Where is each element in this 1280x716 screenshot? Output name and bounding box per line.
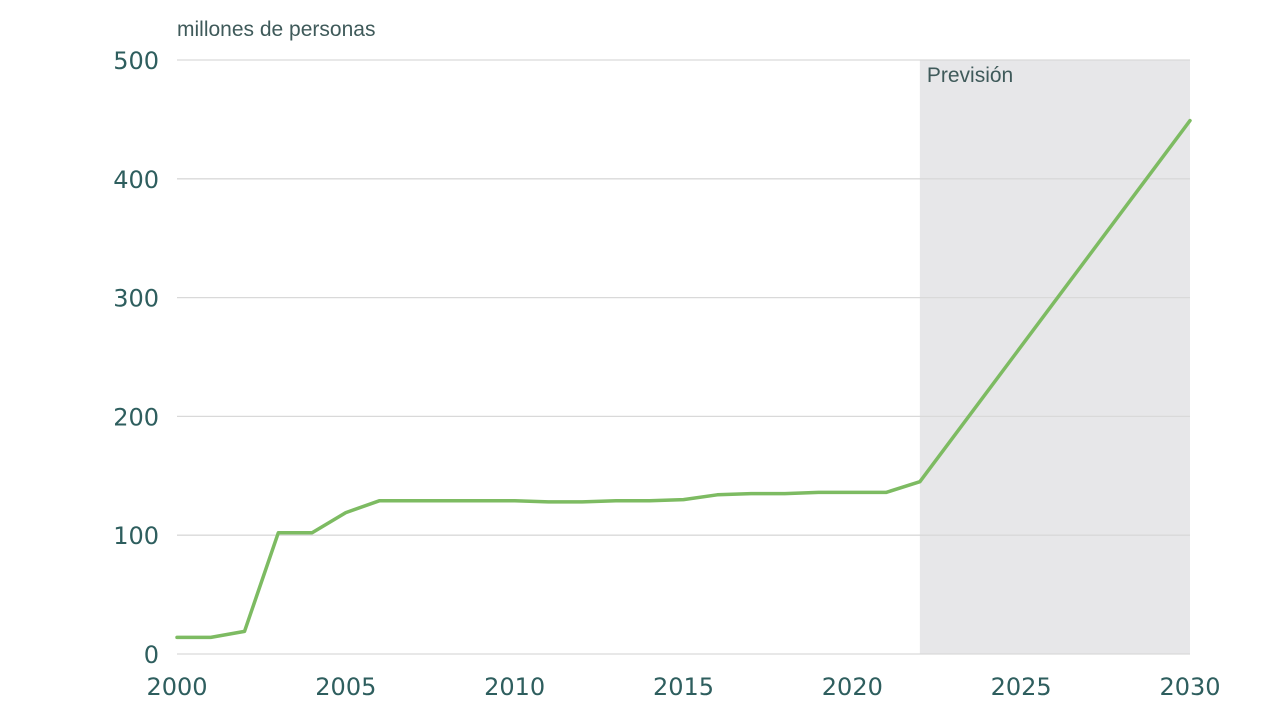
forecast-label: Previsión: [927, 64, 1013, 87]
series-line-0: [175, 118, 1192, 640]
x-tick-label-2020: 2020: [822, 673, 883, 701]
y-tick-label-500: 500: [113, 47, 159, 75]
y-tick-label-400: 400: [113, 166, 159, 194]
x-tick-label-2030: 2030: [1159, 673, 1220, 701]
gridlines: [177, 59, 1190, 655]
x-tick-label-2010: 2010: [484, 673, 545, 701]
y-tick-label-0: 0: [144, 641, 159, 669]
forecast-band: [919, 60, 1190, 654]
y-tick-label-100: 100: [113, 522, 159, 550]
x-tick-label-2025: 2025: [991, 673, 1052, 701]
series-lines: [175, 118, 1192, 640]
y-axis-unit-label: millones de personas: [177, 18, 375, 41]
x-tick-label-2005: 2005: [315, 673, 376, 701]
x-tick-label-2015: 2015: [653, 673, 714, 701]
x-tick-label-2000: 2000: [146, 673, 207, 701]
y-tick-label-300: 300: [113, 285, 159, 313]
x-axis-ticks: 2000 2005 2010 2015 2020 2025 2030: [146, 673, 1220, 701]
y-tick-label-200: 200: [113, 403, 159, 431]
y-axis-ticks: 0 100 200 300 400 500: [113, 47, 159, 669]
